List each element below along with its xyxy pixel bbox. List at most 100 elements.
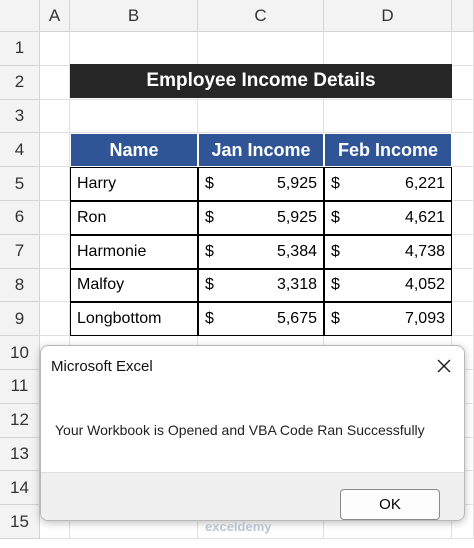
income-value: 4,621	[404, 208, 445, 226]
ok-button[interactable]: OK	[340, 489, 440, 520]
table-cell[interactable]: $7,093	[324, 302, 452, 337]
select-all	[0, 0, 40, 32]
cell[interactable]	[452, 65, 474, 100]
table-cell[interactable]: Malfoy	[70, 268, 198, 303]
button-bar: OK	[41, 472, 464, 520]
cell[interactable]	[40, 99, 70, 134]
row-header[interactable]: 9	[0, 302, 40, 337]
row-header[interactable]: 10	[0, 336, 40, 370]
currency-symbol: $	[205, 276, 214, 294]
employee-name: Harmonie	[77, 242, 147, 260]
currency-symbol: $	[331, 310, 340, 328]
row-header[interactable]: 2	[0, 65, 40, 100]
table-cell[interactable]: $4,052	[324, 268, 452, 303]
currency-symbol: $	[205, 175, 214, 193]
employee-name: Malfoy	[77, 276, 125, 294]
table-cell[interactable]: Longbottom	[70, 302, 198, 337]
income-value: 4,052	[404, 276, 445, 294]
row-header[interactable]: 6	[0, 201, 40, 235]
table-cell[interactable]: $4,621	[324, 201, 452, 235]
cell[interactable]	[452, 234, 474, 269]
income-value: 5,925	[276, 208, 317, 226]
sheet-title: Employee Income Details	[70, 63, 452, 98]
row-header[interactable]: 13	[0, 437, 40, 472]
cell[interactable]	[40, 234, 70, 269]
row-header[interactable]: 15	[0, 505, 40, 539]
dialog-title: Microsoft Excel	[51, 358, 153, 375]
cell[interactable]	[452, 268, 474, 303]
table-cell[interactable]: Ron	[70, 201, 198, 235]
table-header: Feb Income	[324, 133, 452, 168]
message-box: Microsoft Excel Your Workbook is Opened a…	[40, 345, 465, 521]
currency-symbol: $	[205, 310, 214, 328]
column-header[interactable]: C	[198, 0, 324, 32]
cell[interactable]	[40, 505, 70, 539]
cell[interactable]	[70, 505, 198, 539]
cell[interactable]	[40, 65, 70, 100]
income-value: 7,093	[404, 310, 445, 328]
row-header[interactable]: 7	[0, 234, 40, 269]
table-cell[interactable]: $6,221	[324, 167, 452, 201]
cell[interactable]	[40, 302, 70, 337]
cell[interactable]	[452, 201, 474, 235]
row-header[interactable]: 3	[0, 99, 40, 134]
currency-symbol: $	[331, 276, 340, 294]
row-header[interactable]: 4	[0, 133, 40, 168]
currency-symbol: $	[205, 242, 214, 260]
currency-symbol: $	[331, 242, 340, 260]
income-value: 5,384	[276, 242, 317, 260]
table-cell[interactable]: $5,925	[198, 167, 324, 201]
column-header[interactable]: D	[324, 0, 452, 32]
income-value: 6,221	[404, 175, 445, 193]
cell[interactable]	[452, 133, 474, 168]
cell[interactable]	[40, 201, 70, 235]
close-icon	[437, 359, 451, 373]
cell[interactable]	[40, 133, 70, 168]
cell[interactable]	[452, 302, 474, 337]
income-value: 4,738	[404, 242, 445, 260]
row-header[interactable]: 12	[0, 403, 40, 438]
column-header	[452, 0, 474, 32]
cell[interactable]	[324, 99, 452, 134]
cell[interactable]	[452, 167, 474, 201]
cell[interactable]	[198, 32, 324, 66]
income-value: 3,318	[276, 276, 317, 294]
income-value: 5,675	[276, 310, 317, 328]
row-header[interactable]: 5	[0, 167, 40, 201]
currency-symbol: $	[331, 175, 340, 193]
currency-symbol: $	[331, 208, 340, 226]
close-button[interactable]	[429, 352, 459, 380]
table-header: Name	[70, 133, 198, 168]
cell[interactable]	[40, 268, 70, 303]
table-cell[interactable]: Harmonie	[70, 234, 198, 269]
table-cell[interactable]: $5,384	[198, 234, 324, 269]
employee-name: Harry	[77, 175, 117, 193]
cell[interactable]	[452, 99, 474, 134]
column-header[interactable]: A	[40, 0, 70, 32]
row-header[interactable]: 8	[0, 268, 40, 303]
dialog-message: Your Workbook is Opened and VBA Code Ran…	[55, 422, 425, 438]
row-header[interactable]: 11	[0, 370, 40, 404]
cell[interactable]	[40, 167, 70, 201]
income-value: 5,925	[276, 175, 317, 193]
cell[interactable]	[70, 99, 198, 134]
cell[interactable]	[198, 99, 324, 134]
row-header[interactable]: 1	[0, 32, 40, 66]
cell[interactable]	[324, 505, 452, 539]
row-header[interactable]: 14	[0, 471, 40, 506]
currency-symbol: $	[205, 208, 214, 226]
table-cell[interactable]: Harry	[70, 167, 198, 201]
column-header[interactable]: B	[70, 0, 198, 32]
table-cell[interactable]: $5,925	[198, 201, 324, 235]
table-cell[interactable]: $4,738	[324, 234, 452, 269]
cell[interactable]	[324, 32, 452, 66]
table-cell[interactable]: $3,318	[198, 268, 324, 303]
cell[interactable]	[198, 505, 324, 539]
employee-name: Longbottom	[77, 310, 162, 328]
table-cell[interactable]: $5,675	[198, 302, 324, 337]
cell[interactable]	[40, 32, 70, 66]
cell[interactable]	[70, 32, 198, 66]
cell[interactable]	[452, 32, 474, 66]
employee-name: Ron	[77, 208, 107, 226]
